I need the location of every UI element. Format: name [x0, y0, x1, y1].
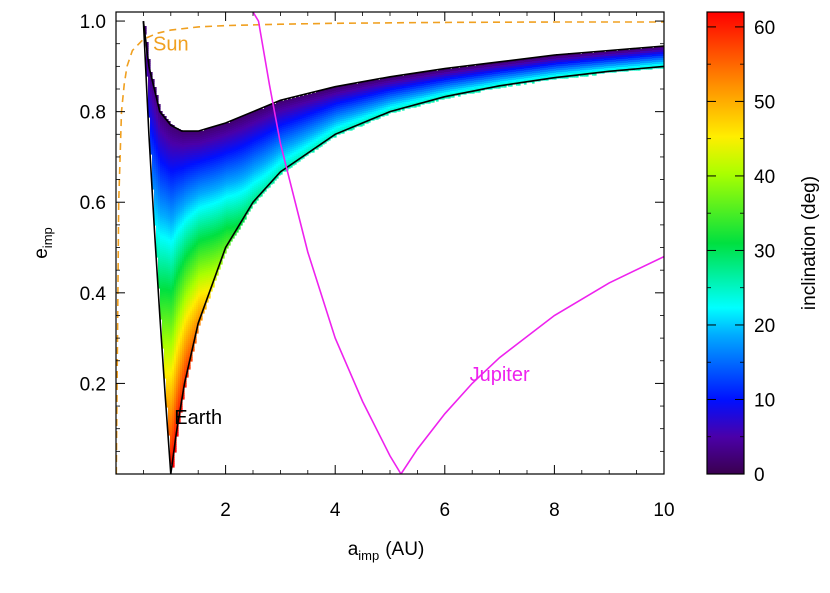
- y-tick-label: 0.6: [80, 193, 106, 214]
- y-axis-label-sub: imp: [40, 227, 55, 248]
- x-tick-label: 4: [330, 500, 341, 521]
- y-tick-label: 0.2: [80, 374, 106, 395]
- series-jupiter-line: [252, 12, 664, 474]
- y-axis-label: eimp: [31, 227, 55, 259]
- annotation-jupiter: Jupiter: [470, 364, 530, 386]
- colorbar-tick-label: 10: [754, 390, 775, 411]
- annotation-earth: Earth: [174, 407, 222, 429]
- earth-upper-boundary: [142, 21, 664, 132]
- y-tick-label: 0.4: [80, 284, 107, 305]
- annotation-sun: Sun: [153, 34, 189, 56]
- colorbar-tick-label: 50: [754, 92, 775, 113]
- x-axis-label-sub: imp: [358, 548, 379, 563]
- colorbar-tick-label: 20: [754, 316, 775, 337]
- inclination-region: [144, 26, 664, 468]
- y-tick-label: 0.8: [80, 103, 106, 124]
- x-axis-label: aimp (AU): [348, 539, 425, 563]
- x-tick-label: 6: [440, 500, 451, 521]
- earth-lower-boundary: [170, 65, 664, 474]
- colorbar-tick-label: 30: [754, 241, 775, 262]
- colorbar-label: inclination (deg): [799, 176, 820, 310]
- x-axis-label-main: a: [348, 539, 359, 560]
- x-tick-label: 2: [220, 500, 231, 521]
- y-tick-label: 1.0: [80, 12, 106, 33]
- y-axis-label-main: e: [31, 248, 52, 259]
- x-tick-label: 10: [653, 500, 674, 521]
- colorbar: [706, 11, 745, 475]
- earth-left-boundary: [142, 21, 172, 474]
- series-sun-line: [116, 21, 664, 474]
- colorbar-tick-label: 60: [754, 18, 775, 39]
- x-tick-label: 8: [549, 500, 560, 521]
- colorbar-tick-label: 0: [754, 465, 765, 486]
- colorbar-tick-label: 40: [754, 167, 775, 188]
- x-axis-label-unit: (AU): [385, 539, 424, 560]
